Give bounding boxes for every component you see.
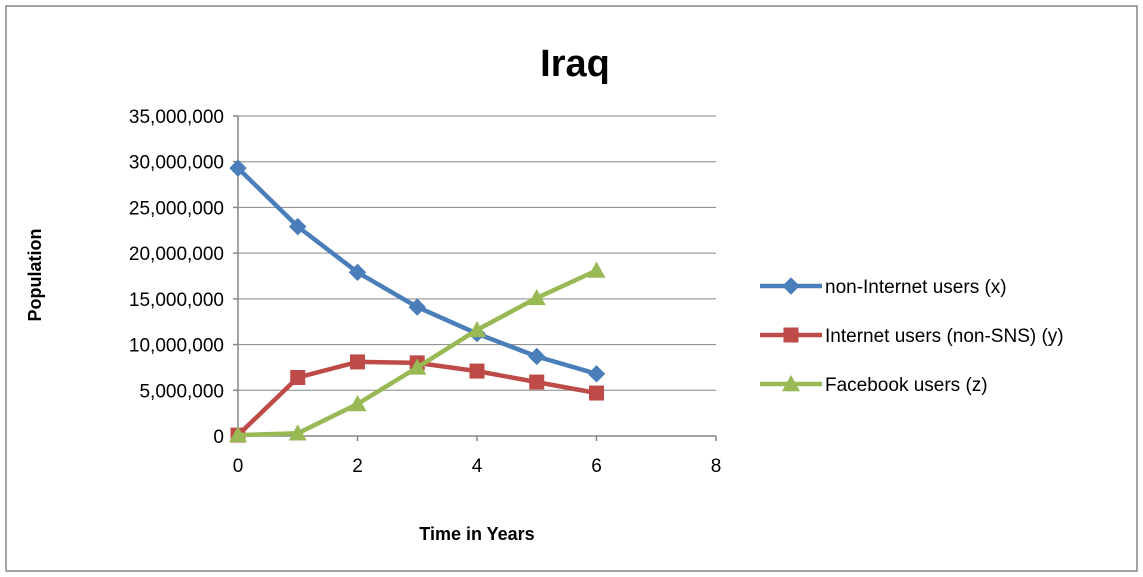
legend-label: non-Internet users (x) — [825, 277, 1007, 298]
legend-item: Internet users (non-SNS) (y) — [760, 326, 1064, 347]
data-point — [408, 358, 427, 375]
gridlines — [238, 115, 716, 391]
y-tick-label: 20,000,000 — [129, 244, 224, 265]
x-tick-label: 8 — [711, 456, 722, 477]
legend-swatch-marker — [782, 375, 800, 392]
data-point — [288, 424, 307, 441]
legend-label: Internet users (non-SNS) (y) — [825, 326, 1064, 347]
chart-title: Iraq — [540, 43, 610, 85]
data-point — [350, 354, 365, 370]
x-tick-label: 6 — [591, 456, 602, 477]
data-point — [348, 263, 367, 282]
data-point — [527, 288, 546, 306]
y-tick-label: 0 — [213, 427, 224, 448]
data-point — [587, 365, 606, 383]
data-point — [529, 374, 545, 390]
y-axis-title: Population — [25, 229, 45, 322]
data-point — [229, 159, 247, 177]
data-point — [348, 395, 367, 412]
y-tick-label: 30,000,000 — [129, 153, 224, 174]
series-3 — [229, 261, 606, 443]
data-point — [469, 363, 485, 379]
x-tick-label: 4 — [472, 456, 483, 477]
legend: non-Internet users (x) Internet users (no… — [760, 277, 1064, 396]
legend-item: non-Internet users (x) — [760, 277, 1007, 298]
data-point — [290, 369, 306, 385]
series-group — [229, 159, 606, 443]
x-tick-label: 2 — [352, 456, 363, 477]
data-point — [289, 217, 307, 236]
data-point — [528, 347, 546, 366]
y-tick-label: 15,000,000 — [129, 290, 224, 311]
y-tick-label: 10,000,000 — [129, 336, 224, 357]
y-tick-label: 25,000,000 — [129, 198, 224, 219]
data-point — [229, 426, 247, 443]
x-axis-title: Time in Years — [419, 524, 534, 544]
data-point — [587, 261, 606, 278]
data-point — [408, 298, 426, 316]
chart-border — [5, 5, 1138, 572]
legend-item: Facebook users (z) — [760, 375, 988, 396]
legend-swatch-marker — [782, 277, 800, 295]
data-point — [468, 320, 486, 338]
series-1 — [229, 159, 606, 383]
data-point — [589, 385, 604, 401]
x-tick-label: 0 — [233, 456, 244, 477]
y-tick-label: 35,000,000 — [129, 107, 224, 128]
legend-label: Facebook users (z) — [825, 375, 988, 396]
legend-swatch-marker — [783, 327, 799, 343]
y-tick-label: 5,000,000 — [139, 381, 224, 402]
